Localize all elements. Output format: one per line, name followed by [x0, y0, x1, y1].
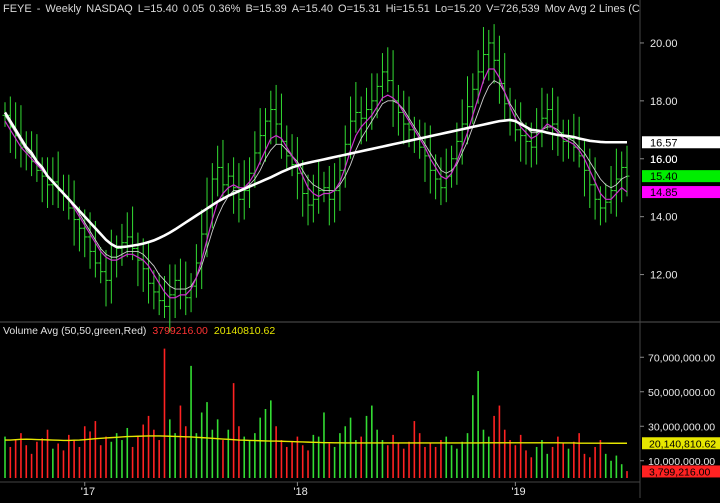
low-price: Lo=15.20 [434, 3, 482, 15]
volume-avg-line [5, 435, 627, 444]
ask-price: A=15.40 [291, 3, 334, 15]
volume-tick-label: 10,000,000.00 [648, 456, 715, 468]
price-label-text: 14.85 [650, 187, 678, 199]
change-value: 0.05 [182, 3, 205, 15]
price-label-box [642, 170, 720, 183]
quote-header: FEYE - Weekly NASDAQ L=15.40 0.05 0.36% B=15.39… [3, 3, 645, 15]
price-tick-label: 12.00 [650, 270, 678, 282]
volume-label-text: 20,140,810.62 [649, 438, 716, 450]
volume-value-yellow: 20140810.62 [213, 325, 276, 337]
volume-label-box [642, 465, 720, 478]
period-label[interactable]: Weekly [45, 3, 82, 15]
time-tick-label: '19 [511, 486, 525, 498]
price-label-text: 16.00 [650, 154, 678, 166]
price-label-text: 15.40 [650, 171, 678, 183]
change-percent: 0.36% [209, 3, 241, 15]
price-tick-label: 18.00 [650, 96, 678, 108]
study-label[interactable]: Mov Avg 2 Lines (C [544, 3, 640, 15]
ma-long-line [3, 111, 627, 249]
price-tick-label: 14.00 [650, 212, 678, 224]
volume-study-label[interactable]: Volume Avg (50,50,green,Red) [3, 325, 147, 337]
price-label-box [642, 136, 720, 149]
ma-mid-line [4, 80, 628, 290]
price-label-text: 16.57 [650, 137, 678, 149]
exchange-label: NASDAQ [86, 3, 133, 15]
volume-tick-label: 30,000,000.00 [648, 421, 715, 433]
last-price: L=15.40 [137, 3, 178, 15]
symbol-label[interactable]: FEYE [3, 3, 32, 15]
volume-tick-label: 70,000,000.00 [648, 352, 715, 364]
price-tick-label: 16.00 [650, 154, 678, 166]
volume-tick-label: 50,000,000.00 [648, 387, 715, 399]
volume-value-red: 3799216.00 [152, 325, 208, 337]
volume-label-box [642, 437, 720, 450]
separator: - [36, 3, 41, 15]
price-label-box [642, 186, 720, 199]
high-price: Hi=15.51 [385, 3, 430, 15]
ma-short-line [4, 68, 628, 299]
time-tick-label: '17 [81, 486, 95, 498]
open-price: O=15.31 [338, 3, 381, 15]
bid-price: B=15.39 [245, 3, 287, 15]
volume-label-text: 3,799,216.00 [649, 466, 710, 478]
volume-header: Volume Avg (50,50,green,Red) 3799216.00 20… [3, 325, 281, 337]
volume-value: V=726,539 [486, 3, 540, 15]
price-tick-label: 20.00 [650, 38, 678, 50]
time-tick-label: '18 [293, 486, 307, 498]
